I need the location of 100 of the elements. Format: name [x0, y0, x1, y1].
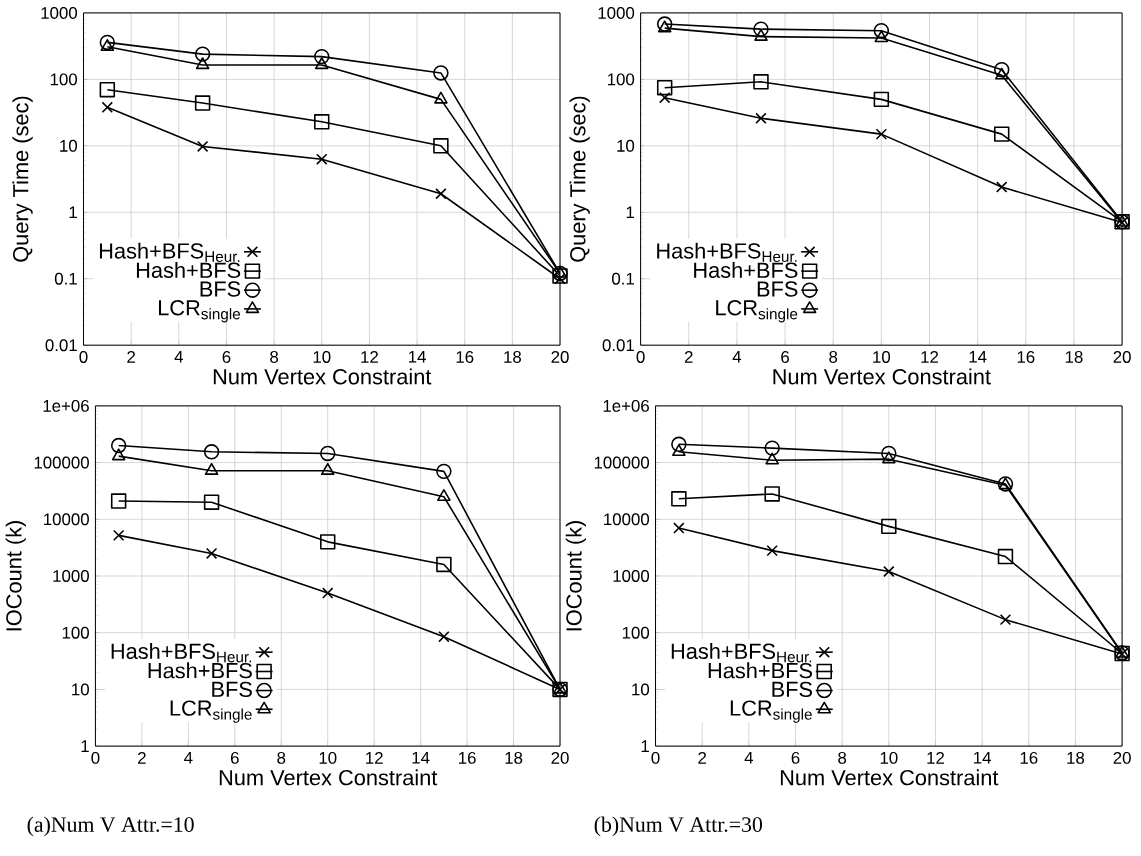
- point: [993, 62, 1010, 78]
- y-axis-title: Query Time (sec): [12, 96, 33, 263]
- x-tick-label: 4: [184, 752, 193, 764]
- point: [765, 452, 779, 465]
- y-tick-label: 10: [632, 683, 650, 696]
- point: [673, 522, 685, 535]
- point: [110, 493, 127, 509]
- point: [764, 440, 780, 457]
- point: [112, 529, 125, 542]
- y-axis-title: IOCount (k): [565, 521, 587, 631]
- y-tick-label: 1000: [613, 570, 650, 583]
- x-tick-label: 10: [313, 351, 331, 364]
- point: [316, 153, 328, 166]
- x-tick-label: 14: [969, 351, 987, 363]
- legend-label: Hash+BFS: [136, 262, 241, 279]
- point: [196, 140, 209, 153]
- point: [755, 112, 767, 125]
- point: [873, 23, 890, 39]
- x-tick-label: 16: [459, 752, 476, 765]
- point: [322, 587, 334, 599]
- x-tick-label: 8: [838, 752, 847, 765]
- x-tick-label: 14: [412, 752, 430, 764]
- point: [658, 92, 671, 104]
- x-tick-label: 0: [91, 752, 100, 765]
- y-tick-label: 0.1: [54, 273, 77, 285]
- x-tick-label: 16: [456, 351, 474, 364]
- y-tick-label: 1: [81, 740, 89, 753]
- x-tick-label: 12: [366, 752, 383, 764]
- x-tick-label: 14: [408, 351, 426, 363]
- y-axis-title: IOCount (k): [5, 521, 26, 631]
- point: [881, 445, 897, 462]
- y-tick-label: 0.01: [45, 339, 77, 352]
- y-tick-label: 1e+06: [603, 400, 649, 413]
- point: [320, 463, 335, 476]
- x-tick-label: 8: [829, 351, 838, 364]
- x-tick-label: 14: [974, 752, 991, 764]
- point: [433, 65, 449, 81]
- x-tick-label: 2: [138, 752, 146, 764]
- point: [437, 489, 451, 502]
- point: [764, 486, 780, 502]
- y-tick-label: 1000: [41, 7, 78, 20]
- point: [882, 451, 896, 464]
- x-tick-label: 2: [698, 752, 707, 764]
- point: [110, 438, 127, 454]
- x-tick-label: 4: [744, 752, 754, 764]
- point: [436, 463, 452, 480]
- y-tick-label: 1: [626, 206, 634, 219]
- text: (a)Num V Attr.=10: [27, 816, 194, 837]
- x-tick-label: 18: [504, 351, 522, 364]
- x-tick-label: 20: [1113, 752, 1131, 765]
- legend-label: LCR$_{single}$: [158, 300, 241, 323]
- x-tick-label: 18: [505, 752, 523, 765]
- y-tick-label: 100: [622, 626, 650, 639]
- point: [671, 436, 687, 453]
- point: [203, 494, 220, 511]
- x-tick-label: 4: [174, 351, 183, 363]
- y-tick-label: 0.1: [612, 273, 634, 285]
- x-axis-title: Num Vertex Constraint: [219, 769, 438, 786]
- x-tick-label: 12: [921, 351, 939, 363]
- point: [875, 128, 888, 141]
- legend-label: Hash+BFS$_{Heur.}$: [671, 643, 812, 663]
- x-tick-label: 6: [222, 351, 231, 364]
- point: [996, 181, 1008, 193]
- y-axis-title: Query Time (sec): [569, 96, 590, 263]
- point: [766, 545, 778, 557]
- x-tick-label: 18: [1067, 752, 1085, 765]
- y-tick-label: 10000: [44, 513, 89, 526]
- y-tick-label: 10: [617, 140, 635, 153]
- point: [881, 518, 897, 535]
- x-tick-label: 0: [636, 351, 645, 364]
- legend-label: Hash+BFS$_{Heur.}$: [111, 643, 251, 663]
- point: [205, 547, 218, 560]
- point: [195, 57, 210, 70]
- text: (b)Num V Attr.=30: [594, 816, 763, 837]
- y-tick-label: 100000: [34, 456, 89, 469]
- point: [194, 46, 211, 63]
- y-tick-label: 0.01: [602, 339, 634, 352]
- point: [993, 126, 1010, 143]
- point: [314, 57, 329, 70]
- y-tick-label: 10: [60, 140, 78, 153]
- x-tick-label: 12: [361, 351, 378, 363]
- point: [194, 95, 211, 112]
- legend-label: BFS: [757, 281, 798, 297]
- point: [754, 29, 768, 42]
- x-tick-label: 4: [732, 351, 742, 363]
- point: [873, 91, 890, 108]
- point: [994, 67, 1009, 80]
- x-tick-label: 8: [277, 752, 286, 765]
- x-tick-label: 16: [1017, 351, 1035, 364]
- x-tick-label: 10: [319, 752, 337, 765]
- point: [314, 114, 330, 130]
- point: [101, 101, 114, 114]
- point: [314, 49, 330, 65]
- legend-label: Hash+BFS: [708, 662, 813, 679]
- legend-label: Hash+BFS: [148, 662, 252, 679]
- x-tick-label: 8: [270, 351, 279, 364]
- legend-label: Hash+BFS: [694, 262, 798, 279]
- y-tick-label: 1: [641, 740, 649, 753]
- y-tick-label: 100: [62, 626, 89, 639]
- y-tick-label: 1000: [53, 570, 89, 583]
